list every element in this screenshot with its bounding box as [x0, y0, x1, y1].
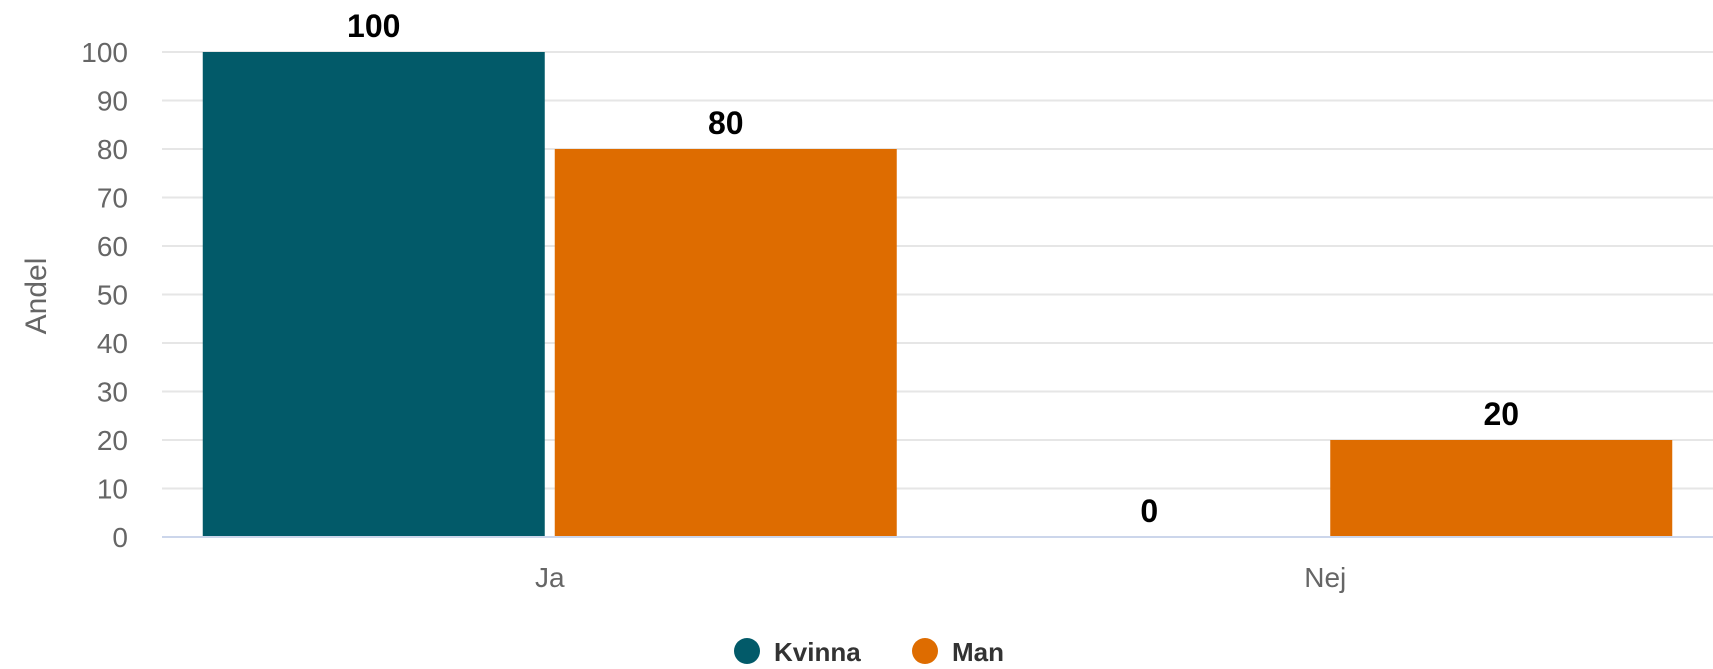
y-tick-label: 100 [81, 37, 128, 68]
data-label-background [1475, 394, 1528, 434]
data-label-background [339, 6, 409, 46]
x-tick-label: Nej [1304, 562, 1346, 593]
data-label: 80 [708, 105, 744, 141]
legend-label-man[interactable]: Man [952, 637, 1004, 667]
y-tick-label: 40 [97, 328, 128, 359]
bar-man-nej [1330, 440, 1673, 537]
y-tick-label: 20 [97, 425, 128, 456]
y-tick-label: 50 [97, 280, 128, 311]
legend-marker-man [912, 638, 938, 664]
y-tick-label: 80 [97, 134, 128, 165]
data-label: 20 [1483, 396, 1519, 432]
data-label-background [699, 103, 752, 143]
data-labels: 100 80 0 20 [339, 6, 1528, 531]
y-axis-ticks: 0 10 20 30 40 50 60 70 80 90 100 [81, 37, 128, 553]
x-tick-label: Ja [535, 562, 565, 593]
legend-label-kvinna[interactable]: Kvinna [774, 637, 861, 667]
y-tick-label: 60 [97, 231, 128, 262]
bar-man-ja [554, 149, 897, 537]
x-axis-ticks: Ja Nej [535, 562, 1346, 593]
y-tick-label: 30 [97, 377, 128, 408]
legend: Kvinna Man [734, 637, 1004, 667]
bar-kvinna-ja [202, 52, 545, 537]
data-label: 100 [347, 8, 400, 44]
y-tick-label: 0 [112, 522, 128, 553]
y-tick-label: 90 [97, 86, 128, 117]
y-tick-label: 10 [97, 474, 128, 505]
bars [202, 52, 1673, 537]
y-tick-label: 70 [97, 183, 128, 214]
legend-marker-kvinna [734, 638, 760, 664]
data-label: 0 [1140, 493, 1158, 529]
data-label-background [1132, 491, 1167, 531]
y-axis-title: Andel [20, 258, 53, 335]
